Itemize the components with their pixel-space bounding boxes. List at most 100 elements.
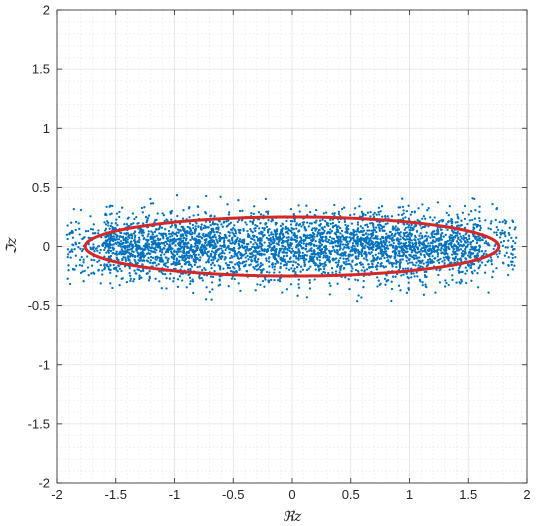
scatter-point: [351, 246, 354, 249]
scatter-point: [309, 248, 312, 252]
scatter-point: [414, 239, 417, 242]
scatter-point: [469, 241, 473, 244]
scatter-point: [196, 265, 199, 269]
scatter-point: [217, 227, 220, 230]
scatter-point: [458, 270, 462, 274]
scatter-point: [229, 256, 232, 260]
scatter-point: [426, 249, 429, 252]
scatter-point: [433, 216, 436, 219]
scatter-point: [190, 243, 193, 247]
scatter-point: [171, 256, 174, 259]
scatter-point: [220, 247, 223, 250]
scatter-point: [248, 252, 252, 255]
scatter-point: [124, 259, 128, 263]
scatter-point: [175, 263, 178, 266]
scatter-point: [299, 270, 302, 273]
scatter-point: [213, 215, 216, 218]
scatter-point: [462, 243, 465, 246]
scatter-point: [460, 237, 464, 240]
scatter-point: [338, 265, 342, 268]
scatter-point: [198, 259, 201, 262]
scatter-point: [233, 271, 236, 274]
scatter-point: [154, 277, 157, 280]
scatter-point: [250, 229, 253, 233]
scatter-point: [329, 228, 332, 231]
scatter-point: [154, 246, 157, 249]
scatter-point: [494, 218, 497, 222]
scatter-point: [102, 242, 105, 246]
scatter-point: [133, 217, 136, 221]
scatter-point: [515, 236, 518, 239]
scatter-point: [301, 251, 304, 255]
scatter-point: [410, 276, 413, 279]
scatter-point: [351, 244, 355, 247]
scatter-point: [159, 253, 163, 257]
scatter-point: [72, 207, 75, 211]
scatter-point: [138, 274, 141, 277]
scatter-point: [476, 252, 479, 255]
scatter-point: [495, 233, 499, 237]
scatter-point: [227, 219, 230, 222]
scatter-point: [137, 236, 141, 239]
scatter-point: [289, 207, 293, 211]
scatter-point: [108, 246, 111, 249]
scatter-point: [95, 247, 98, 250]
scatter-point: [129, 223, 133, 226]
scatter-point: [408, 261, 411, 264]
scatter-point: [232, 232, 235, 236]
scatter-point: [442, 248, 446, 251]
scatter-point: [126, 217, 129, 220]
scatter-point: [274, 258, 278, 261]
scatter-point: [318, 238, 321, 241]
scatter-point: [432, 248, 436, 251]
scatter-point: [404, 254, 408, 257]
scatter-point: [273, 239, 276, 242]
scatter-point: [238, 267, 241, 271]
scatter-point: [202, 232, 205, 236]
scatter-point: [337, 259, 340, 262]
scatter-point: [222, 236, 225, 239]
scatter-point: [231, 236, 234, 239]
scatter-point: [411, 249, 414, 252]
scatter-point: [366, 245, 369, 248]
scatter-point: [182, 243, 186, 246]
scatter-point: [253, 227, 256, 230]
scatter-point: [428, 258, 432, 261]
scatter-point: [324, 219, 327, 223]
scatter-point: [205, 244, 209, 247]
scatter-point: [397, 284, 401, 287]
scatter-point: [120, 269, 123, 273]
scatter-point: [376, 256, 379, 260]
scatter-point: [165, 277, 168, 280]
scatter-point: [423, 273, 427, 277]
scatter-point: [148, 270, 151, 273]
scatter-point: [191, 223, 195, 227]
scatter-point: [347, 224, 350, 227]
scatter-point: [507, 264, 510, 267]
scatter-point: [183, 254, 187, 258]
scatter-point: [210, 298, 213, 301]
scatter-point: [504, 222, 507, 225]
scatter-point: [392, 262, 396, 265]
scatter-point: [489, 222, 493, 225]
scatter-point: [451, 257, 455, 260]
scatter-point: [301, 268, 305, 271]
scatter-point: [145, 216, 148, 219]
scatter-point: [224, 248, 227, 252]
scatter-point: [187, 256, 191, 260]
scatter-point: [393, 234, 396, 237]
scatter-point: [417, 207, 420, 210]
scatter-point: [492, 270, 495, 273]
scatter-point: [214, 245, 217, 248]
scatter-point: [351, 242, 355, 245]
scatter-point: [175, 261, 178, 264]
scatter-point: [74, 254, 77, 257]
scatter-point: [69, 250, 72, 253]
scatter-point: [398, 232, 401, 235]
scatter-point: [295, 251, 299, 254]
scatter-point: [273, 230, 277, 233]
scatter-point: [281, 223, 285, 226]
scatter-point: [297, 278, 300, 281]
scatter-point: [464, 233, 467, 236]
scatter-point: [507, 231, 510, 235]
